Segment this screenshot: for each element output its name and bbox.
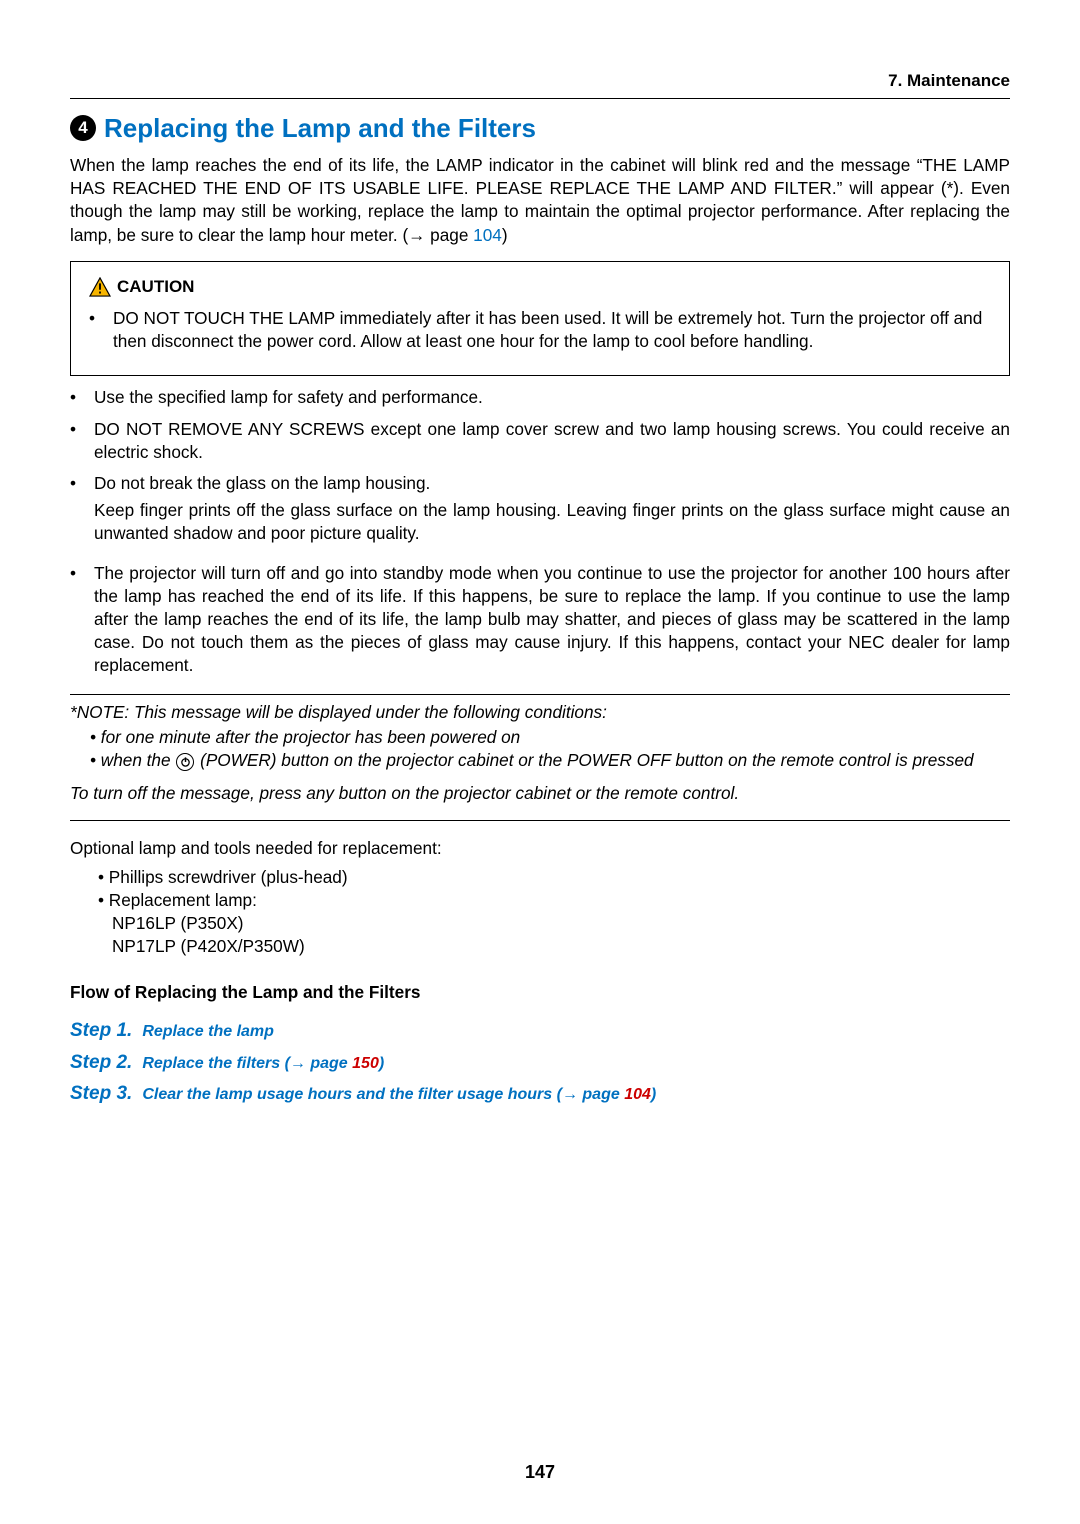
optional-item: Phillips screwdriver (plus-head) xyxy=(98,866,1010,889)
list-item: The projector will turn off and go into … xyxy=(70,562,1010,678)
optional-subline: NP17LP (P420X/P350W) xyxy=(70,935,1010,958)
step-label: Step 1. xyxy=(70,1018,132,1044)
intro-paragraph: When the lamp reaches the end of its lif… xyxy=(70,154,1010,247)
warning-icon xyxy=(89,277,111,297)
list-item-text: DO NOT REMOVE ANY SCREWS except one lamp… xyxy=(94,418,1010,464)
list-item: Use the specified lamp for safety and pe… xyxy=(70,386,1010,409)
section-title: 4 Replacing the Lamp and the Filters xyxy=(70,111,1010,146)
caution-item-text: DO NOT TOUCH THE LAMP immediately after … xyxy=(113,307,991,353)
step-desc-post: ) xyxy=(379,1055,384,1072)
optional-lead: Optional lamp and tools needed for repla… xyxy=(70,837,1010,860)
step-desc-pre: Replace the filters (→ page xyxy=(142,1055,352,1072)
intro-text-after: ) xyxy=(502,225,508,245)
step-desc-pre: Clear the lamp usage hours and the filte… xyxy=(142,1086,624,1103)
step-desc: Replace the filters (→ page 150) xyxy=(142,1053,384,1075)
steps-list: Step 1. Replace the lamp Step 2. Replace… xyxy=(70,1018,1010,1107)
caution-heading: CAUTION xyxy=(89,276,991,299)
step-row: Step 3. Clear the lamp usage hours and t… xyxy=(70,1081,1010,1107)
list-item-text: The projector will turn off and go into … xyxy=(94,562,1010,678)
main-bullet-list: Use the specified lamp for safety and pe… xyxy=(70,386,1010,677)
caution-list: DO NOT TOUCH THE LAMP immediately after … xyxy=(89,307,991,353)
caution-box: CAUTION DO NOT TOUCH THE LAMP immediatel… xyxy=(70,261,1010,376)
intro-page-link[interactable]: 104 xyxy=(473,225,502,245)
list-item: DO NOT REMOVE ANY SCREWS except one lamp… xyxy=(70,418,1010,464)
note-item-text-post: (POWER) button on the projector cabinet … xyxy=(195,750,973,770)
step-desc: Clear the lamp usage hours and the filte… xyxy=(142,1084,656,1106)
note-item-text: for one minute after the projector has b… xyxy=(101,727,520,747)
list-item-sub: Keep finger prints off the glass surface… xyxy=(94,499,1010,545)
flow-title: Flow of Replacing the Lamp and the Filte… xyxy=(70,981,1010,1004)
step-label: Step 2. xyxy=(70,1050,132,1076)
step-page-link[interactable]: 104 xyxy=(624,1086,651,1103)
caution-label: CAUTION xyxy=(117,276,194,299)
step-row: Step 1. Replace the lamp xyxy=(70,1018,1010,1044)
caution-item: DO NOT TOUCH THE LAMP immediately after … xyxy=(89,307,991,353)
note-item: for one minute after the projector has b… xyxy=(90,726,1010,749)
chapter-header: 7. Maintenance xyxy=(70,70,1010,99)
page-number: 147 xyxy=(0,1460,1080,1484)
note-item-text-pre: when the xyxy=(101,750,176,770)
note-title: *NOTE: This message will be displayed un… xyxy=(70,701,1010,724)
list-item-text: Do not break the glass on the lamp housi… xyxy=(94,473,430,493)
power-icon xyxy=(176,753,194,771)
note-footer: To turn off the message, press any butto… xyxy=(70,782,1010,805)
step-page-link[interactable]: 150 xyxy=(352,1055,379,1072)
step-desc: Replace the lamp xyxy=(142,1021,274,1043)
note-list: for one minute after the projector has b… xyxy=(70,726,1010,772)
step-row: Step 2. Replace the filters (→ page 150) xyxy=(70,1050,1010,1076)
step-label: Step 3. xyxy=(70,1081,132,1107)
note-item: when the (POWER) button on the projector… xyxy=(90,749,1010,772)
list-item: Do not break the glass on the lamp housi… xyxy=(70,472,1010,554)
step-desc-post: ) xyxy=(651,1086,656,1103)
intro-text: When the lamp reaches the end of its lif… xyxy=(70,155,1010,245)
section-title-text: Replacing the Lamp and the Filters xyxy=(104,111,536,146)
optional-item: Replacement lamp: xyxy=(98,889,1010,912)
list-item-text: Use the specified lamp for safety and pe… xyxy=(94,386,483,409)
note-block: *NOTE: This message will be displayed un… xyxy=(70,694,1010,821)
optional-subline: NP16LP (P350X) xyxy=(70,912,1010,935)
section-number-badge: 4 xyxy=(70,115,96,141)
optional-list: Phillips screwdriver (plus-head) Replace… xyxy=(70,866,1010,912)
